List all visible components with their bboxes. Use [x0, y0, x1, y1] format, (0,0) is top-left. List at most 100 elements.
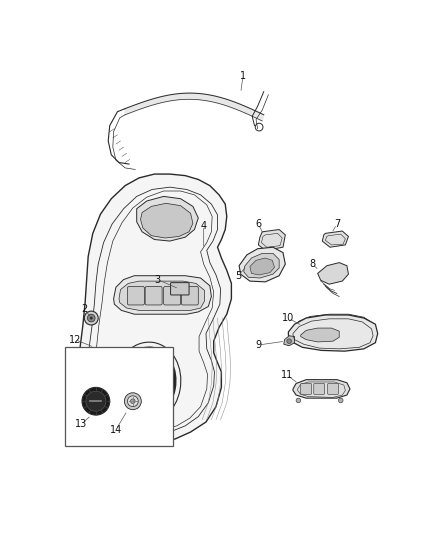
Polygon shape	[253, 110, 257, 118]
Polygon shape	[146, 100, 148, 107]
Text: 14: 14	[110, 425, 122, 435]
Polygon shape	[141, 203, 193, 238]
Polygon shape	[195, 93, 198, 100]
Circle shape	[296, 398, 301, 403]
Polygon shape	[209, 95, 212, 102]
Text: 2: 2	[81, 304, 88, 314]
FancyBboxPatch shape	[65, 348, 173, 446]
Polygon shape	[197, 93, 200, 100]
Polygon shape	[230, 101, 233, 108]
Circle shape	[127, 396, 138, 407]
Polygon shape	[284, 336, 294, 346]
Polygon shape	[130, 106, 132, 113]
Text: 1: 1	[240, 71, 246, 81]
Polygon shape	[125, 108, 127, 115]
Polygon shape	[237, 103, 240, 110]
Polygon shape	[155, 98, 158, 104]
Polygon shape	[206, 94, 210, 101]
Polygon shape	[119, 281, 205, 310]
FancyBboxPatch shape	[301, 384, 311, 394]
Polygon shape	[137, 103, 139, 110]
Polygon shape	[139, 102, 141, 109]
Polygon shape	[188, 93, 191, 99]
Polygon shape	[260, 114, 264, 121]
Polygon shape	[213, 96, 217, 103]
Polygon shape	[186, 93, 189, 99]
FancyBboxPatch shape	[170, 282, 189, 295]
Polygon shape	[239, 247, 285, 282]
Polygon shape	[141, 102, 144, 109]
Polygon shape	[137, 196, 198, 241]
Polygon shape	[244, 106, 247, 114]
Polygon shape	[234, 102, 238, 109]
Text: 13: 13	[75, 419, 87, 429]
Text: 4: 4	[201, 221, 207, 231]
Polygon shape	[301, 328, 339, 342]
Polygon shape	[176, 94, 179, 100]
Polygon shape	[165, 95, 167, 102]
Polygon shape	[220, 98, 224, 104]
Circle shape	[287, 339, 291, 343]
Polygon shape	[248, 108, 252, 116]
Text: 11: 11	[281, 370, 293, 380]
Polygon shape	[181, 93, 184, 100]
Circle shape	[124, 393, 141, 410]
Polygon shape	[144, 101, 146, 108]
Polygon shape	[322, 231, 349, 247]
Polygon shape	[172, 94, 174, 101]
Polygon shape	[258, 230, 285, 251]
Text: 5: 5	[235, 271, 241, 281]
Polygon shape	[258, 112, 261, 120]
FancyBboxPatch shape	[314, 384, 325, 394]
Ellipse shape	[90, 317, 93, 320]
Polygon shape	[204, 94, 207, 101]
Polygon shape	[218, 97, 222, 104]
Polygon shape	[227, 100, 231, 107]
Ellipse shape	[88, 314, 95, 322]
Polygon shape	[78, 174, 231, 443]
Polygon shape	[148, 100, 151, 107]
FancyBboxPatch shape	[164, 287, 180, 305]
Polygon shape	[199, 94, 203, 100]
Polygon shape	[293, 379, 350, 398]
Polygon shape	[232, 102, 236, 109]
Polygon shape	[251, 109, 254, 117]
Ellipse shape	[85, 311, 98, 325]
Polygon shape	[179, 93, 181, 100]
FancyBboxPatch shape	[127, 287, 145, 305]
Circle shape	[131, 399, 135, 403]
FancyBboxPatch shape	[145, 287, 162, 305]
Polygon shape	[158, 97, 160, 103]
Polygon shape	[225, 99, 229, 106]
Polygon shape	[132, 105, 134, 112]
Polygon shape	[167, 95, 170, 101]
Polygon shape	[246, 107, 250, 115]
Polygon shape	[190, 93, 193, 99]
Polygon shape	[223, 99, 226, 106]
Polygon shape	[160, 96, 163, 103]
Polygon shape	[183, 93, 186, 100]
Text: 6: 6	[255, 219, 261, 229]
Polygon shape	[193, 93, 196, 100]
Polygon shape	[153, 98, 155, 105]
Polygon shape	[216, 96, 219, 103]
Text: 3: 3	[155, 274, 161, 285]
Circle shape	[82, 387, 110, 415]
Polygon shape	[127, 107, 130, 114]
Polygon shape	[244, 253, 279, 278]
Polygon shape	[113, 276, 212, 314]
FancyBboxPatch shape	[181, 287, 198, 305]
Text: 7: 7	[334, 219, 340, 229]
Circle shape	[339, 398, 343, 403]
Polygon shape	[250, 258, 275, 275]
Polygon shape	[255, 111, 259, 119]
Text: 10: 10	[282, 313, 294, 323]
Polygon shape	[151, 99, 153, 106]
Polygon shape	[174, 94, 177, 100]
Polygon shape	[162, 96, 165, 102]
Ellipse shape	[117, 347, 176, 420]
Polygon shape	[241, 105, 245, 112]
Text: 9: 9	[255, 340, 261, 350]
Polygon shape	[288, 315, 378, 351]
Text: 12: 12	[69, 335, 81, 345]
